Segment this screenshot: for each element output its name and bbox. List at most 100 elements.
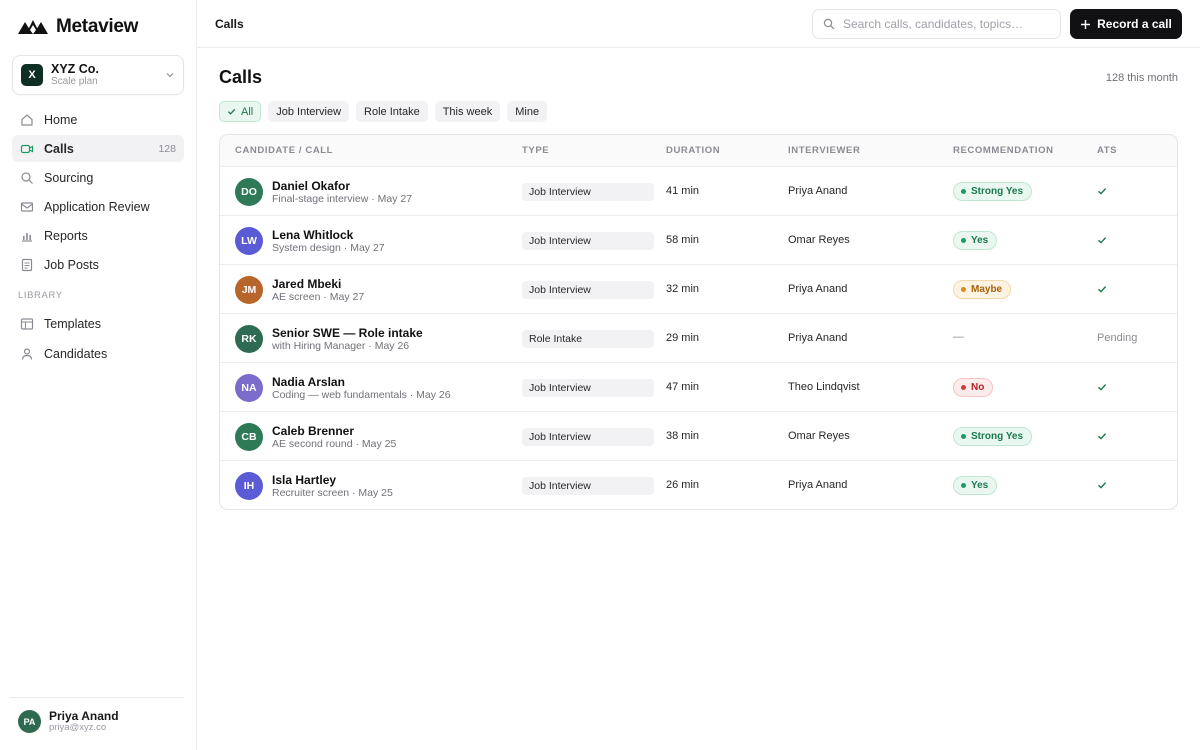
sidebar-item-label: Job Posts (44, 258, 99, 273)
search-input[interactable] (843, 17, 1050, 31)
filter-chip-job-interview[interactable]: Job Interview (268, 101, 350, 122)
sidebar-item-sourcing[interactable]: Sourcing (12, 164, 184, 191)
call-duration: 38 min (666, 430, 700, 442)
filter-chip-label: Role Intake (364, 105, 420, 118)
call-type-pill: Job Interview (522, 281, 654, 299)
search-box[interactable] (812, 9, 1061, 39)
avatar: CB (235, 423, 263, 451)
call-subtitle: System design · May 27 (272, 242, 385, 254)
call-duration: 47 min (666, 381, 700, 393)
search-icon (21, 172, 33, 184)
call-duration: 41 min (666, 185, 700, 197)
filter-chip-this-week[interactable]: This week (434, 101, 501, 122)
sidebar-item-label: Calls (44, 141, 74, 156)
page-title: Calls (219, 67, 263, 87)
plus-icon (1081, 19, 1091, 29)
user-profile[interactable]: PA Priya Anand priya@xyz.co (10, 697, 184, 737)
status-dot-icon (961, 385, 966, 390)
call-subtitle: Recruiter screen · May 25 (272, 487, 393, 499)
sidebar-item-application-review[interactable]: Application Review (12, 194, 184, 221)
recommendation-label: Yes (971, 480, 989, 491)
candidate-name[interactable]: Jared Mbeki (272, 277, 342, 291)
brand-name: Metaview (56, 16, 139, 37)
status-dot-icon (961, 189, 966, 194)
table-header: CANDIDATE / CALL TYPE DURATION INTERVIEW… (220, 135, 1177, 167)
filter-bar: All Job Interview Role Intake This week … (219, 101, 548, 122)
check-icon (1098, 433, 1107, 440)
recommendation-badge: Yes (953, 231, 998, 250)
call-type-pill: Job Interview (522, 379, 654, 397)
candidate-name[interactable]: Isla Hartley (272, 473, 337, 487)
filter-chip-label: Job Interview (276, 105, 342, 118)
table-row[interactable]: IH Isla Hartley Recruiter screen · May 25 J… (220, 461, 1177, 509)
filter-chip-role-intake[interactable]: Role Intake (356, 101, 428, 122)
sidebar-item-home[interactable]: Home (12, 106, 184, 133)
chevron-down-icon (166, 73, 174, 78)
column-header-candidate[interactable]: CANDIDATE / CALL (235, 145, 334, 156)
check-icon (1098, 286, 1107, 293)
interviewer-name: Priya Anand (788, 283, 848, 295)
metaview-logo-icon (18, 20, 48, 34)
org-switcher[interactable]: X XYZ Co. Scale plan (12, 55, 184, 95)
call-type-pill: Job Interview (522, 428, 654, 446)
status-dot-icon (961, 238, 966, 243)
table-row[interactable]: NA Nadia Arslan Coding — web fundamentals … (220, 363, 1177, 412)
video-icon (20, 144, 34, 153)
sidebar-item-label: Sourcing (44, 170, 94, 185)
record-call-label: Record a call (1097, 17, 1172, 31)
org-plan: Scale plan (51, 76, 98, 88)
avatar: NA (235, 374, 263, 402)
call-duration: 29 min (666, 332, 700, 344)
call-type-pill: Job Interview (522, 232, 654, 250)
candidate-name[interactable]: Senior SWE — Role intake (272, 326, 423, 340)
calls-count-badge: 128 (158, 142, 176, 155)
avatar: LW (235, 227, 263, 255)
column-header-duration[interactable]: DURATION (666, 145, 721, 156)
table-row[interactable]: CB Caleb Brenner AE second round · May 25 J… (220, 412, 1177, 461)
candidate-name[interactable]: Daniel Okafor (272, 179, 351, 193)
sidebar-item-calls[interactable]: Calls 128 (12, 135, 184, 163)
table-row[interactable]: DO Daniel Okafor Final-stage interview · M… (220, 167, 1177, 216)
table-row[interactable]: JM Jared Mbeki AE screen · May 27 Job Inter… (220, 265, 1177, 314)
call-duration: 32 min (666, 283, 700, 295)
org-name: XYZ Co. (51, 61, 99, 76)
sidebar-item-templates[interactable]: Templates (12, 311, 184, 338)
sidebar-item-reports[interactable]: Reports (12, 223, 184, 250)
filter-chip-label: Mine (515, 105, 540, 118)
recommendation-badge: Strong Yes (953, 182, 1033, 201)
sidebar-item-label: Application Review (44, 200, 150, 215)
table-row[interactable]: RK Senior SWE — Role intake with Hiring Ma… (220, 314, 1177, 363)
candidate-name[interactable]: Nadia Arslan (272, 375, 345, 389)
call-type-pill: Job Interview (522, 477, 654, 495)
brand[interactable]: Metaview (18, 16, 138, 38)
sidebar-item-candidates[interactable]: Candidates (12, 340, 184, 367)
filter-chip-label: This week (442, 105, 493, 118)
avatar: PA (18, 710, 41, 733)
column-header-interviewer[interactable]: INTERVIEWER (788, 145, 861, 156)
table-row[interactable]: LW Lena Whitlock System design · May 27 Job… (220, 216, 1177, 265)
filter-chip-label: All (241, 105, 254, 118)
call-type-pill: Role Intake (522, 330, 654, 348)
interviewer-name: Priya Anand (788, 332, 848, 344)
status-dot-icon (961, 434, 966, 439)
user-email: priya@xyz.co (49, 721, 107, 733)
recommendation-label: Yes (971, 235, 989, 246)
candidate-name[interactable]: Lena Whitlock (272, 228, 354, 242)
person-icon (21, 348, 33, 360)
column-header-type[interactable]: TYPE (522, 145, 550, 156)
column-header-ats[interactable]: ATS (1097, 145, 1118, 156)
column-header-recommendation[interactable]: RECOMMENDATION (953, 145, 1054, 156)
main-nav: Home Calls 128 Sourcing Application Revi… (12, 106, 184, 369)
interviewer-name: Omar Reyes (788, 234, 850, 246)
candidate-name[interactable]: Caleb Brenner (272, 424, 355, 438)
call-subtitle: with Hiring Manager · May 26 (272, 340, 410, 352)
avatar: DO (235, 178, 263, 206)
filter-chip-mine[interactable]: Mine (507, 101, 548, 122)
document-icon (21, 259, 33, 272)
recommendation-badge: Maybe (953, 280, 1012, 299)
sidebar-item-job-posts[interactable]: Job Posts (12, 252, 184, 279)
record-call-button[interactable]: Record a call (1070, 9, 1182, 39)
status-dot-icon (961, 287, 966, 292)
table-body: DO Daniel Okafor Final-stage interview · M… (220, 167, 1177, 509)
filter-chip-all[interactable]: All (219, 101, 262, 122)
